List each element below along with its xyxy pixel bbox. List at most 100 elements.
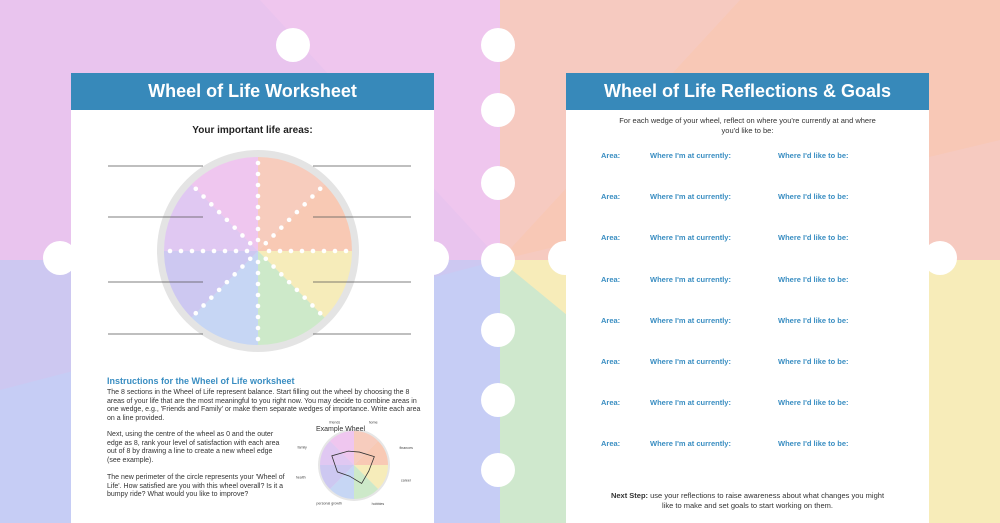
wheel-dot: [294, 287, 300, 293]
instructions-heading: Instructions for the Wheel of Life works…: [107, 376, 295, 386]
wheel-dot: [310, 303, 315, 308]
wheel-dot: [232, 225, 237, 230]
wheel-dot: [209, 202, 214, 207]
bg-dot: [481, 93, 515, 127]
wheel-dot: [266, 248, 272, 254]
wheel-dot: [310, 248, 316, 254]
bg-dot: [481, 313, 515, 347]
example-wedge: [354, 431, 379, 465]
wheel-dot: [263, 256, 269, 262]
row-area: Area:: [601, 439, 621, 449]
row-area: Area:: [601, 233, 621, 243]
example-label: personal growth: [316, 501, 342, 505]
wheel-dot: [247, 256, 253, 262]
wheel-dot: [233, 248, 239, 254]
row-area: Area:: [601, 315, 621, 325]
wheel-dot: [255, 281, 261, 287]
subtitle: Your important life areas:: [192, 125, 313, 136]
wheel-dot: [255, 270, 261, 276]
example-wedge: [320, 465, 354, 490]
wheel-dot: [189, 248, 195, 254]
wheel-dot: [247, 240, 253, 246]
wheel-dot: [255, 303, 261, 309]
bg-dot: [276, 28, 310, 62]
wheel-dot: [232, 272, 237, 277]
example-wedge: [329, 465, 354, 499]
paragraph: The new perimeter of the circle represen…: [107, 474, 285, 499]
wheel-dot: [299, 248, 305, 254]
wheel-dot: [224, 279, 230, 285]
example-label: friends: [329, 421, 340, 425]
wheel-dot: [294, 209, 300, 215]
wheel-dot: [240, 233, 245, 238]
paragraph: The 8 sections in the Wheel of Life repr…: [107, 389, 421, 422]
wheel-wedge: [258, 251, 352, 318]
wheel-wedge: [191, 157, 258, 251]
row-area: Area:: [601, 398, 621, 408]
reflections-title: Wheel of Life Reflections & Goals: [566, 73, 929, 110]
next-step: Next Step: use your reflections to raise…: [606, 491, 889, 511]
row-area: Area:: [601, 357, 621, 366]
wheel-dot: [277, 248, 283, 254]
wheel-dot: [332, 248, 338, 254]
example-wedge: [354, 440, 388, 465]
example-label: finances: [399, 446, 413, 450]
row-current: Where I'm at currently:: [650, 357, 731, 366]
wheel-wedge: [258, 184, 352, 251]
wheel-dot: [263, 240, 269, 246]
wheel-dot: [271, 264, 276, 269]
wheel-dot: [302, 202, 307, 207]
wheel-wedge: [258, 157, 325, 251]
example-label: hobbies: [372, 502, 385, 506]
row-area: Area:: [601, 192, 621, 202]
bg-dot: [481, 383, 515, 417]
row-current: Where I'm at currently:: [650, 151, 731, 160]
reflections-page: Wheel of Life Reflections & Goals For ea…: [566, 73, 929, 523]
bg-dot: [43, 241, 77, 275]
wheel-dot: [271, 233, 276, 238]
wheel-dot: [193, 310, 199, 316]
example-wedge: [354, 465, 379, 499]
wheel-dot: [255, 204, 261, 210]
paragraph: Next, using the centre of the wheel as 0…: [107, 431, 280, 464]
row-goal: Where I'd like to be:: [778, 398, 849, 408]
wheel-dot: [222, 248, 228, 254]
wheel-dot: [286, 279, 292, 285]
row-current: Where I'm at currently:: [650, 233, 731, 243]
wheel-dot: [317, 310, 323, 316]
example-wedge: [320, 440, 354, 465]
wheel-dot: [193, 186, 199, 192]
wheel-dot: [209, 295, 214, 300]
next-step-text: use your reflections to raise awareness …: [650, 491, 885, 510]
row-goal: Where I'd like to be:: [778, 233, 849, 243]
wheel-dot: [216, 209, 222, 215]
bg-dot: [481, 453, 515, 487]
row-current: Where I'm at currently:: [650, 315, 731, 325]
example-wedge: [329, 431, 354, 465]
row-current: Where I'm at currently:: [650, 439, 731, 449]
wheel-dot: [178, 248, 184, 254]
worksheet-title: Wheel of Life Worksheet: [71, 73, 434, 110]
wheel-dot: [279, 225, 284, 230]
row-goal: Where I'd like to be:: [778, 315, 849, 325]
wheel-dot: [317, 186, 323, 192]
wheel: friends home finances career hobbies personal…: [108, 150, 413, 506]
row-goal: Where I'd like to be:: [778, 439, 849, 449]
wheel-dot: [310, 194, 315, 199]
wheel-dot: [255, 336, 261, 342]
row-current: Where I'm at currently:: [650, 398, 731, 408]
wheel-wedge: [258, 251, 325, 345]
row-area: Area:: [601, 151, 621, 160]
example-title: Example Wheel: [316, 426, 366, 433]
wheel-dot: [255, 193, 261, 199]
wheel-dot: [279, 272, 284, 277]
wheel-dot: [255, 215, 261, 221]
wheel-dot: [167, 248, 173, 254]
row-area: Area:: [601, 274, 621, 284]
wheel-dot: [302, 295, 307, 300]
worksheet-page: Wheel of Life Worksheet Your important l…: [71, 73, 434, 523]
wheel-dot: [201, 303, 206, 308]
intro: For each wedge of your wheel, reflect on…: [619, 116, 876, 135]
wheel-dot: [255, 171, 261, 177]
row-goal: Where I'd like to be:: [778, 151, 849, 160]
